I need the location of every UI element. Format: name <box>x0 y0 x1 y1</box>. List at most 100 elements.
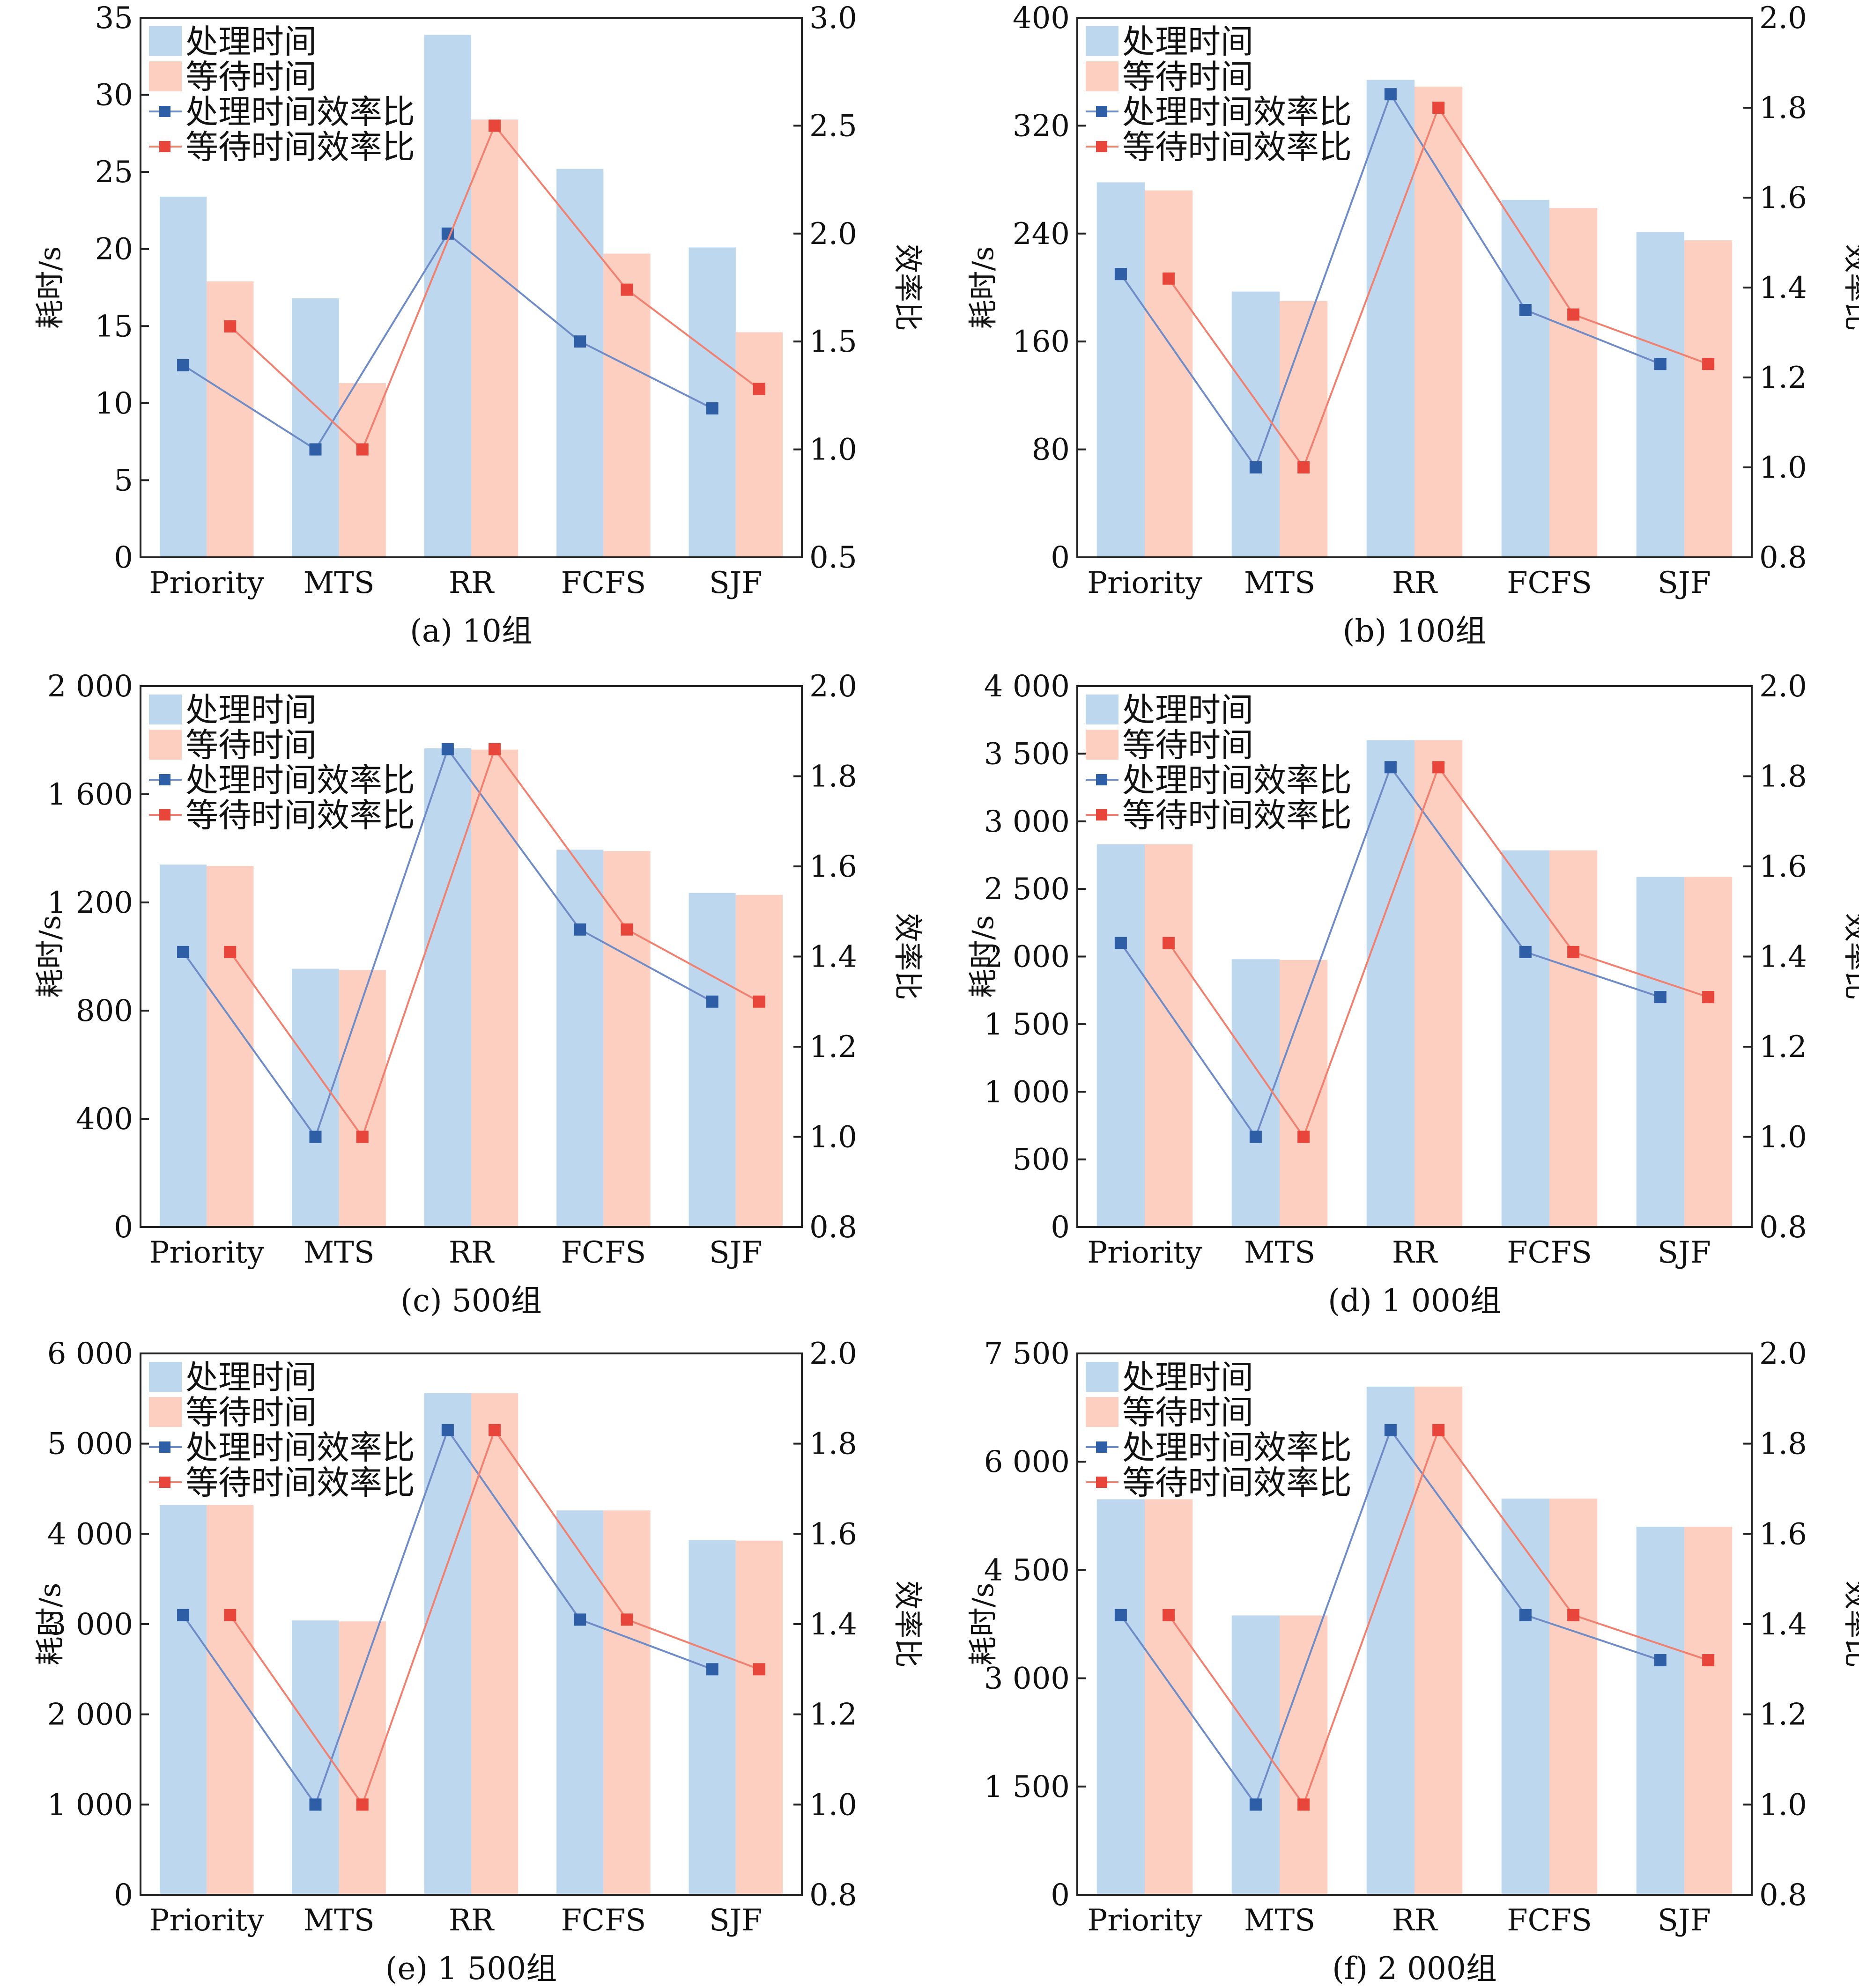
marker-waiting-sjf <box>1702 358 1715 370</box>
marker-processing-rr <box>441 743 454 755</box>
category-label: FCFS <box>561 1903 646 1938</box>
bar-waiting-mts <box>1280 301 1328 557</box>
y-axis-title: 耗时/s <box>33 1583 67 1666</box>
marker-waiting-mts <box>356 1798 369 1811</box>
y2-axis-title: 效率比 <box>1841 244 1859 331</box>
right-tick-label: 1.0 <box>1759 451 1807 485</box>
legend-marker-waiting <box>159 809 170 820</box>
bar-processing-sjf <box>1636 877 1684 1227</box>
left-tick-label: 5 <box>114 463 133 498</box>
marker-processing-fcfs <box>574 1613 586 1626</box>
left-tick-label: 3 000 <box>984 1662 1070 1696</box>
marker-processing-sjf <box>706 995 718 1008</box>
y-axis-title: 耗时/s <box>966 1583 1000 1666</box>
bar-processing-fcfs <box>556 1510 604 1895</box>
marker-processing-sjf <box>706 402 718 415</box>
bar-processing-rr <box>1366 1386 1415 1895</box>
bar-processing-sjf <box>689 1540 736 1895</box>
bar-processing-rr <box>1366 740 1415 1227</box>
bar-waiting-fcfs <box>1549 850 1598 1227</box>
bar-processing-priority <box>159 865 207 1227</box>
y2-axis-title: 效率比 <box>891 913 925 1000</box>
marker-waiting-rr <box>489 1424 501 1436</box>
bar-processing-mts <box>1231 1615 1280 1895</box>
right-tick-label: 1.4 <box>809 1607 857 1642</box>
marker-waiting-sjf <box>753 1663 765 1676</box>
left-tick-label: 3 000 <box>47 1607 133 1642</box>
marker-waiting-mts <box>1297 461 1310 473</box>
left-tick-label: 7 500 <box>984 1337 1070 1371</box>
left-tick-label: 1 200 <box>47 886 133 920</box>
left-tick-label: 400 <box>1013 1 1070 36</box>
chart-panel-5: 0 1 000 2 000 3 000 4 000 5 000 6 000 0.8 1.0 1.2… <box>33 1337 925 1987</box>
legend-marker-processing <box>159 1441 170 1453</box>
bar-waiting-sjf <box>1684 877 1733 1227</box>
legend-label: 等待时间 <box>1122 58 1253 96</box>
marker-processing-mts <box>309 1798 322 1811</box>
legend-marker-waiting <box>1096 141 1107 152</box>
legend-label: 处理时间 <box>185 22 317 61</box>
legend-marker-processing <box>159 774 170 785</box>
left-tick-label: 6 000 <box>47 1337 133 1371</box>
legend-label: 等待时间 <box>1122 1393 1253 1432</box>
category-label: RR <box>449 566 495 600</box>
left-tick-label: 160 <box>1013 325 1070 359</box>
marker-processing-rr <box>1384 1424 1397 1436</box>
left-tick-label: 1 500 <box>984 1770 1070 1804</box>
category-label: Priority <box>149 566 264 600</box>
category-label: FCFS <box>1507 1235 1592 1270</box>
left-tick-label: 2 000 <box>47 669 133 704</box>
left-tick-label: 4 000 <box>47 1517 133 1552</box>
legend-marker-waiting <box>1096 809 1107 820</box>
bar-processing-priority <box>159 196 207 557</box>
legend-swatch-waiting <box>149 730 182 760</box>
marker-processing-fcfs <box>1519 304 1532 316</box>
legend-swatch-waiting <box>1086 1397 1118 1427</box>
category-label: SJF <box>709 566 763 600</box>
left-tick-label: 1 000 <box>47 1788 133 1822</box>
bar-waiting-mts <box>339 970 386 1227</box>
category-label: Priority <box>1087 1235 1202 1270</box>
right-tick-label: 2.0 <box>1759 1 1807 36</box>
legend-label: 处理时间效率比 <box>1122 93 1352 131</box>
marker-waiting-sjf <box>1702 991 1715 1004</box>
category-label: SJF <box>1658 566 1711 600</box>
bar-waiting-priority <box>1145 1499 1193 1895</box>
marker-processing-priority <box>177 1609 190 1621</box>
legend-marker-waiting <box>159 1477 170 1488</box>
legend-label: 等待时间 <box>185 726 317 764</box>
marker-waiting-fcfs <box>1567 308 1580 321</box>
marker-processing-priority <box>1114 1609 1127 1621</box>
y-axis-title: 耗时/s <box>33 246 67 329</box>
marker-processing-priority <box>1114 268 1127 281</box>
legend-marker-processing <box>159 106 170 117</box>
category-label: SJF <box>1658 1235 1711 1270</box>
marker-processing-priority <box>1114 937 1127 949</box>
marker-processing-sjf <box>1654 358 1666 370</box>
category-label: FCFS <box>1507 566 1592 600</box>
bar-processing-rr <box>424 748 471 1227</box>
bar-processing-sjf <box>1636 1526 1684 1895</box>
panel-caption: (a) 10组 <box>410 613 533 649</box>
legend-label: 等待时间效率比 <box>185 796 415 835</box>
right-tick-label: 1.0 <box>1759 1120 1807 1155</box>
legend-label: 处理时间效率比 <box>185 761 415 799</box>
legend-marker-processing <box>1096 1441 1107 1453</box>
category-label: MTS <box>304 566 375 600</box>
right-tick-label: 2.0 <box>1759 1337 1807 1371</box>
left-tick-label: 0 <box>114 1878 133 1913</box>
legend-swatch-processing <box>149 695 182 724</box>
y2-axis-title: 效率比 <box>1841 1581 1859 1668</box>
right-tick-label: 1.2 <box>1759 361 1807 395</box>
bar-processing-rr <box>1366 80 1415 558</box>
right-tick-label: 0.8 <box>1759 1878 1807 1913</box>
right-tick-label: 0.8 <box>1759 540 1807 575</box>
legend-label: 等待时间效率比 <box>185 1463 415 1502</box>
bar-waiting-sjf <box>735 894 783 1227</box>
marker-waiting-fcfs <box>621 1613 633 1626</box>
legend-label: 等待时间 <box>185 58 317 96</box>
left-tick-label: 2 500 <box>984 872 1070 907</box>
right-tick-label: 1.2 <box>1759 1698 1807 1732</box>
